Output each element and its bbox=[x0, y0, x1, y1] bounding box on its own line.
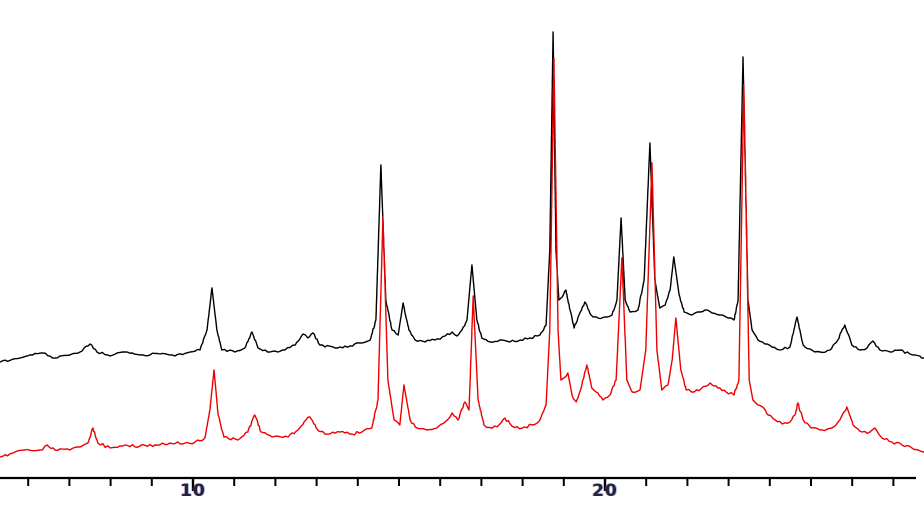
x-axis-tick-label-10: 10 bbox=[180, 481, 206, 501]
x-axis-tick-label-20: 20 bbox=[592, 481, 618, 501]
red-trace bbox=[0, 57, 924, 458]
black-trace bbox=[0, 31, 924, 363]
